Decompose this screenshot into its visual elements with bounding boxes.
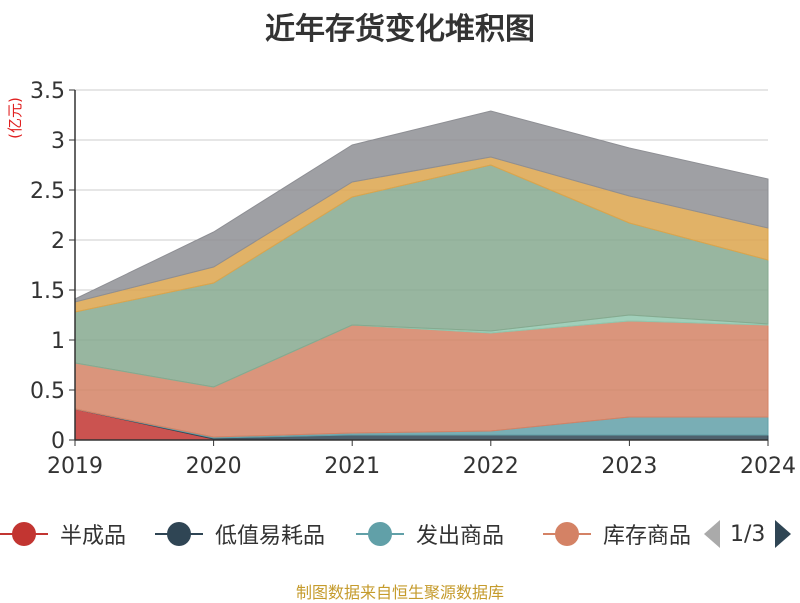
y-tick-label-5: 2.5 (30, 179, 65, 204)
axes: 0 0.5 1 1.5 2 2.5 3 3.5 2019 2020 2021 2022 2023 2024 (30, 79, 796, 479)
legend-item-1[interactable]: 低值易耗品 (155, 512, 325, 556)
legend-item-3[interactable]: 库存商品 (543, 512, 690, 556)
legend-prev-page-icon[interactable] (704, 520, 720, 548)
y-tick-label-7: 3.5 (30, 79, 65, 104)
y-tick-label-2: 1 (51, 329, 65, 354)
area-series-7 (74, 110, 769, 303)
x-tick-label-3: 2022 (463, 454, 519, 479)
legend-item-0[interactable]: 半成品 (0, 512, 126, 556)
legend-item-2[interactable]: 发出商品 (356, 512, 504, 556)
x-tick-label-0: 2019 (47, 454, 103, 479)
chart-title: 近年存货变化堆积图 (265, 12, 535, 47)
area-series (74, 110, 769, 441)
y-tick-label-0: 0 (51, 429, 65, 454)
x-tick-label-4: 2023 (601, 454, 657, 479)
legend-marker-icon (356, 522, 404, 546)
x-tick-label-1: 2020 (186, 454, 242, 479)
y-tick-label-3: 1.5 (30, 279, 65, 304)
legend-marker-icon (155, 522, 203, 546)
legend-next-page-icon[interactable] (775, 520, 792, 548)
x-tick-label-2: 2021 (324, 454, 380, 479)
legend-marker-icon (0, 522, 48, 546)
legend-label: 库存商品 (603, 524, 690, 549)
legend: 半成品 低值易耗品 发出商品 库存商品 (0, 512, 800, 556)
legend-items: 半成品 低值易耗品 发出商品 库存商品 (0, 512, 690, 556)
y-tick-label-1: 0.5 (30, 379, 65, 404)
legend-pager: 1/3 (700, 512, 800, 556)
legend-marker-icon (543, 522, 591, 546)
y-axis-label: (亿元) (6, 97, 24, 139)
legend-label: 半成品 (60, 524, 127, 549)
legend-label: 低值易耗品 (215, 524, 326, 549)
legend-page-indicator: 1/3 (730, 521, 766, 547)
x-tick-label-5: 2024 (740, 454, 796, 479)
source-note: 制图数据来自恒生聚源数据库 (295, 583, 504, 602)
y-tick-label-6: 3 (51, 129, 65, 154)
y-tick-label-4: 2 (51, 229, 65, 254)
legend-label: 发出商品 (416, 524, 505, 549)
